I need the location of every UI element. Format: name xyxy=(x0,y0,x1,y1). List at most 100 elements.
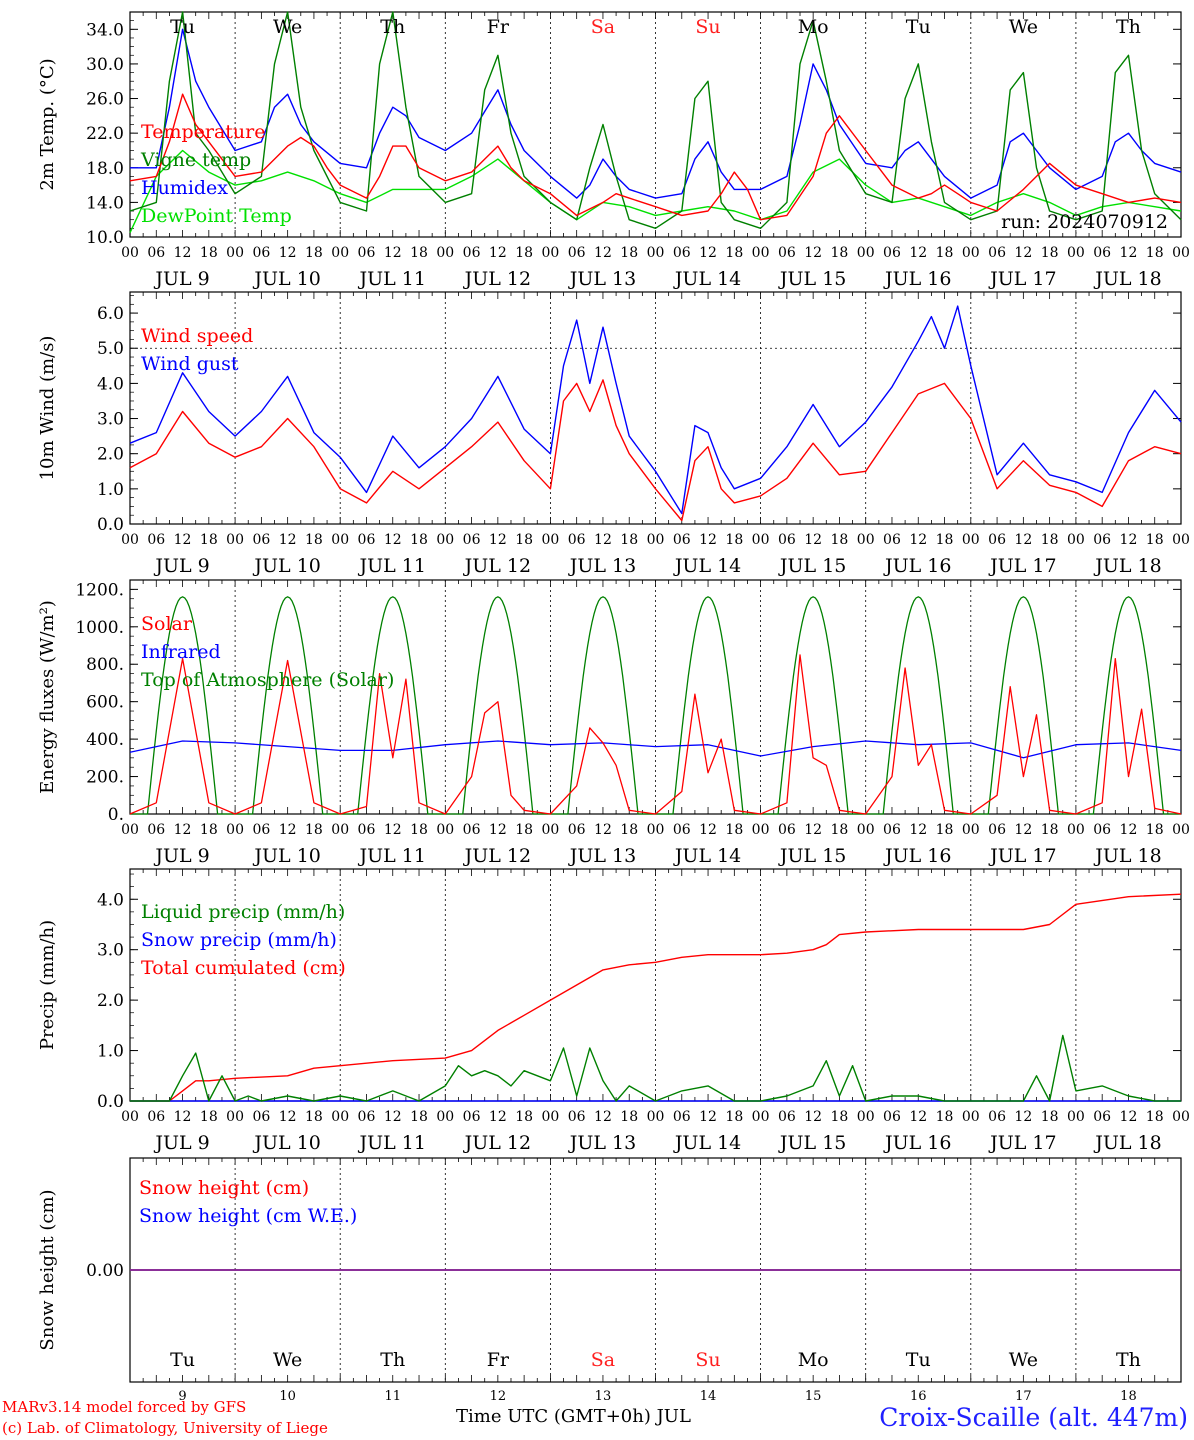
date-label: JUL 12 xyxy=(463,845,531,867)
y-tick-label: 4.0 xyxy=(97,374,124,394)
day-name-bottom: We xyxy=(273,1349,302,1371)
hour-tick-label: 18 xyxy=(831,1109,849,1125)
hour-tick-label: 18 xyxy=(620,532,638,548)
y-tick-label: 600. xyxy=(86,693,124,713)
hour-tick-label: 18 xyxy=(725,1109,743,1125)
hour-tick-label: 00 xyxy=(647,1109,665,1125)
legend-entry: Infrared xyxy=(141,641,221,663)
hour-tick-label: 06 xyxy=(988,822,1006,838)
series-line xyxy=(130,893,1182,1102)
hour-tick-label: 06 xyxy=(883,1109,901,1125)
day-name-bottom: Sa xyxy=(591,1349,615,1371)
hour-tick-label: 12 xyxy=(279,245,297,261)
hour-tick-label: 00 xyxy=(752,1109,770,1125)
date-label: JUL 12 xyxy=(463,268,531,290)
hour-tick-label: 12 xyxy=(489,1109,507,1125)
hour-tick-label: 00 xyxy=(962,822,980,838)
date-label: JUL 13 xyxy=(568,268,636,290)
series-line xyxy=(129,379,1182,522)
series-line xyxy=(129,654,1182,815)
hour-tick-label: 18 xyxy=(410,1109,428,1125)
hour-tick-label: 18 xyxy=(515,532,533,548)
hour-tick-label: 12 xyxy=(804,245,822,261)
hour-tick-label: 06 xyxy=(358,822,376,838)
day-number: 17 xyxy=(1015,1389,1032,1404)
hour-tick-label: 18 xyxy=(1041,532,1059,548)
hour-tick-label: 00 xyxy=(121,245,139,261)
date-label: JUL 17 xyxy=(988,1132,1056,1154)
hour-tick-label: 12 xyxy=(909,532,927,548)
hour-tick-label: 06 xyxy=(883,822,901,838)
date-label: JUL 10 xyxy=(252,1132,320,1154)
panel-1: 10.0 14.0 18.0 22.0 26.0 30.0 34.0 2m Temp. (°C… xyxy=(37,11,1190,290)
day-name-top: Su xyxy=(695,16,720,38)
hour-tick-label: 00 xyxy=(1172,1109,1190,1125)
hour-tick-label: 00 xyxy=(1067,532,1085,548)
hour-tick-label: 18 xyxy=(936,1109,954,1125)
y-axis-label: 10m Wind (m/s) xyxy=(37,336,58,481)
y-tick-label: 30.0 xyxy=(86,55,124,75)
hour-tick-label: 12 xyxy=(384,245,402,261)
hour-tick-label: 00 xyxy=(121,1109,139,1125)
date-label: JUL 9 xyxy=(153,845,209,867)
y-axis-label: Snow height (cm) xyxy=(37,1189,58,1350)
date-label: JUL 16 xyxy=(883,1132,951,1154)
hour-tick-label: 12 xyxy=(1120,1109,1138,1125)
hour-tick-label: 00 xyxy=(962,532,980,548)
date-label: JUL 11 xyxy=(358,845,426,867)
y-tick-label: 10.0 xyxy=(86,228,124,248)
day-number: 16 xyxy=(910,1389,927,1404)
date-label: JUL 11 xyxy=(358,268,426,290)
hour-tick-label: 18 xyxy=(200,532,218,548)
hour-tick-label: 12 xyxy=(279,532,297,548)
hour-tick-label: 00 xyxy=(857,245,875,261)
y-axis-label: Energy fluxes (W/m²) xyxy=(37,600,58,794)
hour-tick-label: 12 xyxy=(804,1109,822,1125)
hour-tick-label: 06 xyxy=(883,245,901,261)
hour-tick-label: 00 xyxy=(1067,822,1085,838)
legend-entry: Snow precip (mm/h) xyxy=(141,929,337,951)
run-label: run: 2024070912 xyxy=(1001,211,1168,233)
legend-entry: Top of Atmosphere (Solar) xyxy=(141,669,394,691)
day-name-bottom: Tu xyxy=(170,1349,195,1371)
date-label: JUL 12 xyxy=(463,555,531,577)
hour-tick-label: 12 xyxy=(594,822,612,838)
hour-tick-label: 00 xyxy=(226,822,244,838)
date-label: JUL 13 xyxy=(568,1132,636,1154)
y-axis-label: 2m Temp. (°C) xyxy=(37,58,58,190)
hour-tick-label: 18 xyxy=(1041,245,1059,261)
hour-tick-label: 00 xyxy=(962,1109,980,1125)
date-label: JUL 16 xyxy=(883,268,951,290)
hour-tick-label: 12 xyxy=(489,532,507,548)
hour-tick-label: 12 xyxy=(699,532,717,548)
hour-tick-label: 06 xyxy=(147,245,165,261)
date-label: JUL 17 xyxy=(988,268,1056,290)
y-tick-label: 3.0 xyxy=(97,410,124,430)
hour-tick-label: 12 xyxy=(384,822,402,838)
y-tick-label: 800. xyxy=(86,655,124,675)
hour-tick-label: 18 xyxy=(936,822,954,838)
hour-tick-label: 00 xyxy=(857,532,875,548)
hour-tick-label: 06 xyxy=(1093,1109,1111,1125)
day-number: 13 xyxy=(595,1389,612,1404)
hour-tick-label: 06 xyxy=(252,532,270,548)
legend-entry: Liquid precip (mm/h) xyxy=(141,901,345,923)
date-label: JUL 13 xyxy=(568,555,636,577)
hour-tick-label: 00 xyxy=(121,822,139,838)
hour-tick-label: 00 xyxy=(541,532,559,548)
hour-tick-label: 12 xyxy=(1120,532,1138,548)
y-tick-label: 200. xyxy=(86,768,124,788)
day-name-bottom: Su xyxy=(695,1349,720,1371)
hour-tick-label: 12 xyxy=(384,532,402,548)
hour-tick-label: 00 xyxy=(752,245,770,261)
hour-tick-label: 18 xyxy=(1146,532,1164,548)
date-label: JUL 14 xyxy=(673,1132,741,1154)
date-label: JUL 9 xyxy=(153,1132,209,1154)
y-tick-label: 3.0 xyxy=(97,941,124,961)
hour-tick-label: 00 xyxy=(541,245,559,261)
y-tick-label: 34.0 xyxy=(86,20,124,40)
hour-tick-label: 06 xyxy=(778,1109,796,1125)
hour-tick-label: 18 xyxy=(410,532,428,548)
day-name-bottom: Fr xyxy=(487,1349,510,1371)
